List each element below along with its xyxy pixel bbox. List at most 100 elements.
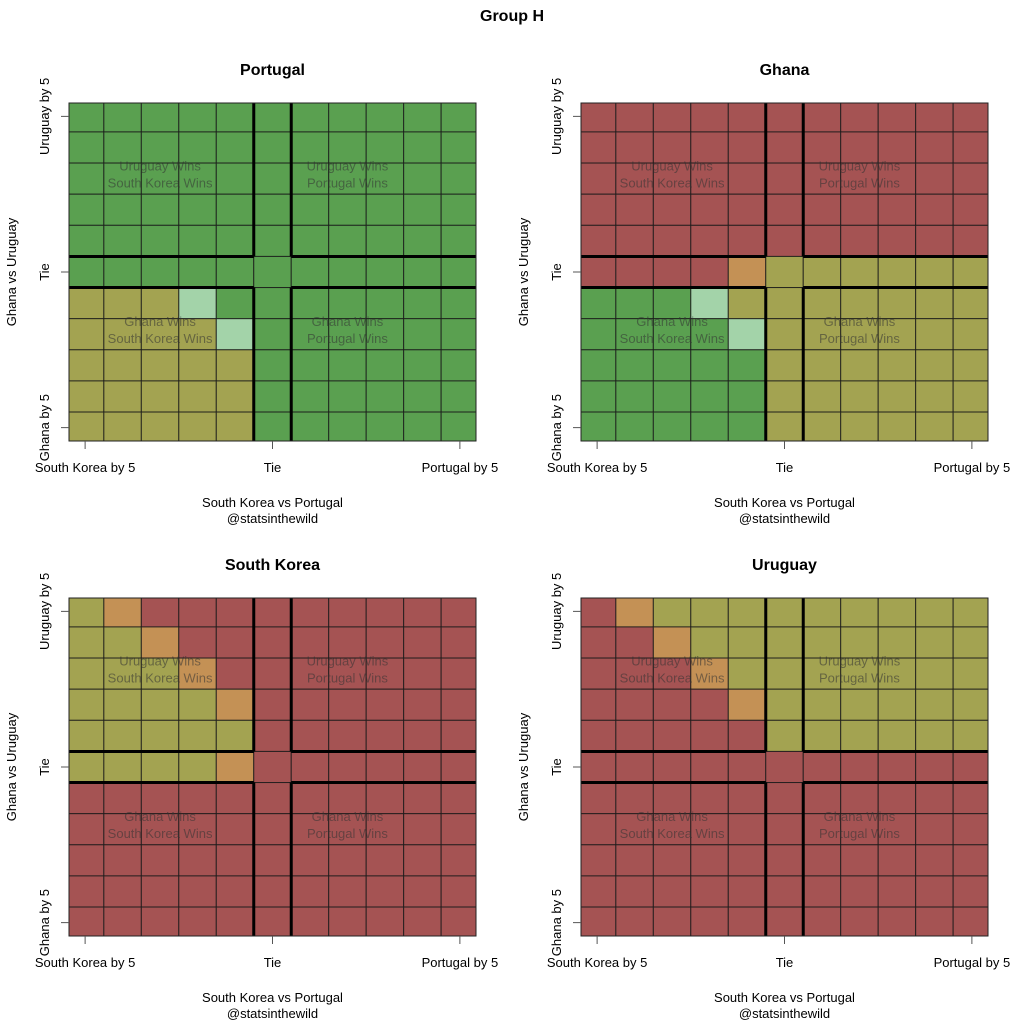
heatmap-cell xyxy=(615,875,654,908)
heatmap-cell xyxy=(952,193,989,226)
heatmap-cell xyxy=(290,906,330,937)
heatmap-cell xyxy=(802,782,842,815)
quadrant-label-top-right: Uruguay Wins xyxy=(819,159,901,174)
y-tick-label: Tie xyxy=(37,758,52,776)
heatmap-cell xyxy=(765,318,804,351)
heatmap-cell xyxy=(253,255,292,289)
heatmap-cell xyxy=(652,813,692,846)
heatmap-cell xyxy=(727,224,767,257)
heatmap-cell xyxy=(652,193,692,226)
heatmap-cell xyxy=(580,875,617,908)
heatmap-cell xyxy=(253,224,292,257)
heatmap-cell xyxy=(652,255,692,289)
heatmap-cell xyxy=(328,224,367,257)
heatmap-cell xyxy=(765,719,804,752)
heatmap-cell xyxy=(253,411,292,442)
heatmap-cell xyxy=(652,750,692,784)
heatmap-cell xyxy=(765,626,804,659)
heatmap-cell xyxy=(952,102,989,133)
heatmap-cell xyxy=(215,411,255,442)
heatmap-cell xyxy=(952,750,989,784)
heatmap-cell xyxy=(290,844,330,877)
heatmap-cell xyxy=(215,813,255,846)
quadrant-label-bottom-left: South Korea Wins xyxy=(108,826,213,841)
heatmap-cell xyxy=(765,193,804,226)
x-tick-label: Tie xyxy=(264,460,282,475)
heatmap-cell xyxy=(652,102,692,133)
heatmap-cell xyxy=(68,255,105,289)
quadrant-label-bottom-left: South Korea Wins xyxy=(620,331,725,346)
heatmap-cell xyxy=(840,626,879,659)
quadrant-label-bottom-right: Ghana Wins xyxy=(824,314,896,329)
heatmap-cell xyxy=(652,411,692,442)
heatmap-cell xyxy=(103,688,142,721)
y-axis-label: Ghana vs Uruguay xyxy=(4,217,19,326)
heatmap-cell xyxy=(580,131,617,164)
heatmap-cell xyxy=(140,193,180,226)
y-tick-label: Tie xyxy=(37,263,52,281)
heatmap-cell xyxy=(952,349,989,382)
heatmap-cell xyxy=(580,782,617,815)
x-tick-label: Portugal by 5 xyxy=(422,955,499,970)
heatmap-cell xyxy=(765,688,804,721)
heatmap-cell xyxy=(140,688,180,721)
heatmap-cell xyxy=(652,318,692,351)
heatmap-cell xyxy=(328,844,367,877)
heatmap-cell xyxy=(365,255,405,289)
heatmap-cell xyxy=(915,750,954,784)
heatmap-cell xyxy=(253,750,292,784)
heatmap-cell xyxy=(103,349,142,382)
heatmap-cell xyxy=(253,193,292,226)
heatmap-cell xyxy=(365,349,405,382)
heatmap-cell xyxy=(440,162,477,195)
heatmap-cell xyxy=(877,318,917,351)
quadrant-label-bottom-right: Ghana Wins xyxy=(312,809,384,824)
heatmap-cell xyxy=(253,626,292,659)
credit-label: @statsinthewild xyxy=(739,511,830,526)
heatmap-cell xyxy=(365,380,405,413)
heatmap-cell xyxy=(765,813,804,846)
heatmap-cell xyxy=(215,844,255,877)
quadrant-label-top-left: Uruguay Wins xyxy=(631,654,713,669)
panel-south-korea: Uruguay Wins South Korea Wins Uruguay Wins… xyxy=(4,557,498,1021)
heatmap-cell xyxy=(802,844,842,877)
quadrant-label-bottom-right: Portugal Wins xyxy=(307,826,388,841)
heatmap-cell xyxy=(690,719,729,752)
heatmap-cell xyxy=(215,626,255,659)
heatmap-cell xyxy=(140,626,180,659)
heatmap-cell xyxy=(915,131,954,164)
heatmap-cell xyxy=(652,719,692,752)
heatmap-cell xyxy=(690,224,729,257)
heatmap-cell xyxy=(290,875,330,908)
heatmap-cell xyxy=(580,193,617,226)
heatmap-cell xyxy=(365,657,405,690)
x-tick-label: Portugal by 5 xyxy=(934,460,1011,475)
heatmap-cell xyxy=(615,224,654,257)
heatmap-cell xyxy=(727,411,767,442)
heatmap-cell xyxy=(215,349,255,382)
quadrant-label-top-right: Portugal Wins xyxy=(307,176,388,191)
heatmap-cell xyxy=(68,750,105,784)
heatmap-cell xyxy=(690,193,729,226)
heatmap-cell xyxy=(103,162,142,195)
heatmap-cell xyxy=(440,813,477,846)
heatmap-cell xyxy=(840,750,879,784)
heatmap-cell xyxy=(765,224,804,257)
heatmap-cell xyxy=(580,597,617,628)
heatmap-cell xyxy=(178,597,217,628)
heatmap-cell xyxy=(365,750,405,784)
heatmap-cell xyxy=(403,318,442,351)
heatmap-cell xyxy=(140,255,180,289)
y-tick-label: Uruguay by 5 xyxy=(37,78,52,155)
heatmap-cell xyxy=(615,255,654,289)
heatmap-cell xyxy=(802,750,842,784)
heatmap-cell xyxy=(178,162,217,195)
heatmap-cell xyxy=(877,380,917,413)
heatmap-cell xyxy=(690,782,729,815)
credit-label: @statsinthewild xyxy=(227,511,318,526)
heatmap-cell xyxy=(765,102,804,133)
heatmap-cell xyxy=(915,224,954,257)
heatmap-cell xyxy=(253,380,292,413)
heatmap-cell xyxy=(440,626,477,659)
heatmap-cell xyxy=(215,906,255,937)
